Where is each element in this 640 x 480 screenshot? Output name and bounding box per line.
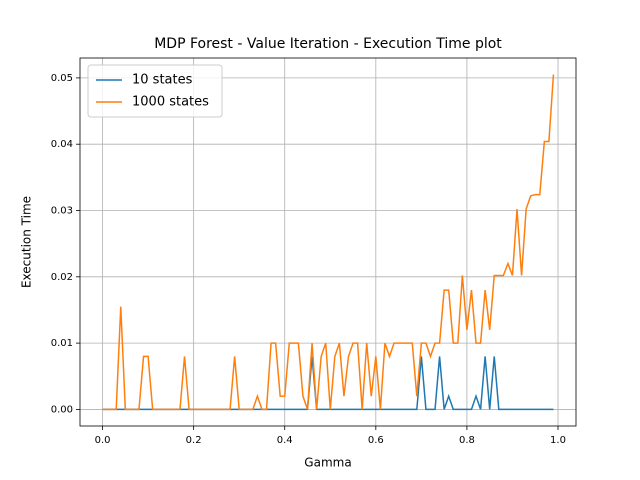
legend: 10 states 1000 states [87, 64, 223, 118]
x-tick-label: 0.8 [459, 435, 475, 446]
y-tick-label: 0.03 [51, 206, 73, 217]
x-tick-label: 0.6 [368, 435, 384, 446]
y-tick-label: 0.02 [51, 272, 73, 283]
plot-frame [79, 57, 577, 427]
chart-title: MDP Forest - Value Iteration - Execution… [154, 36, 502, 52]
legend-box [87, 64, 223, 118]
legend-label: 10 states [132, 73, 193, 88]
y-tick-label: 0.05 [51, 73, 73, 84]
x-tick-label: 0.0 [95, 435, 111, 446]
y-tick-label: 0.01 [51, 338, 73, 349]
y-tick-label: 0.04 [51, 139, 73, 150]
x-tick-label: 1.0 [550, 435, 566, 446]
x-tick-label: 0.2 [186, 435, 202, 446]
data-line [102, 74, 555, 411]
legend-label: 1000 states [132, 95, 209, 110]
x-tick-label: 0.4 [277, 435, 293, 446]
y-axis-label: Execution Time [20, 196, 34, 288]
x-axis-label: Gamma [304, 456, 351, 470]
y-tick-label: 0.00 [51, 404, 73, 415]
